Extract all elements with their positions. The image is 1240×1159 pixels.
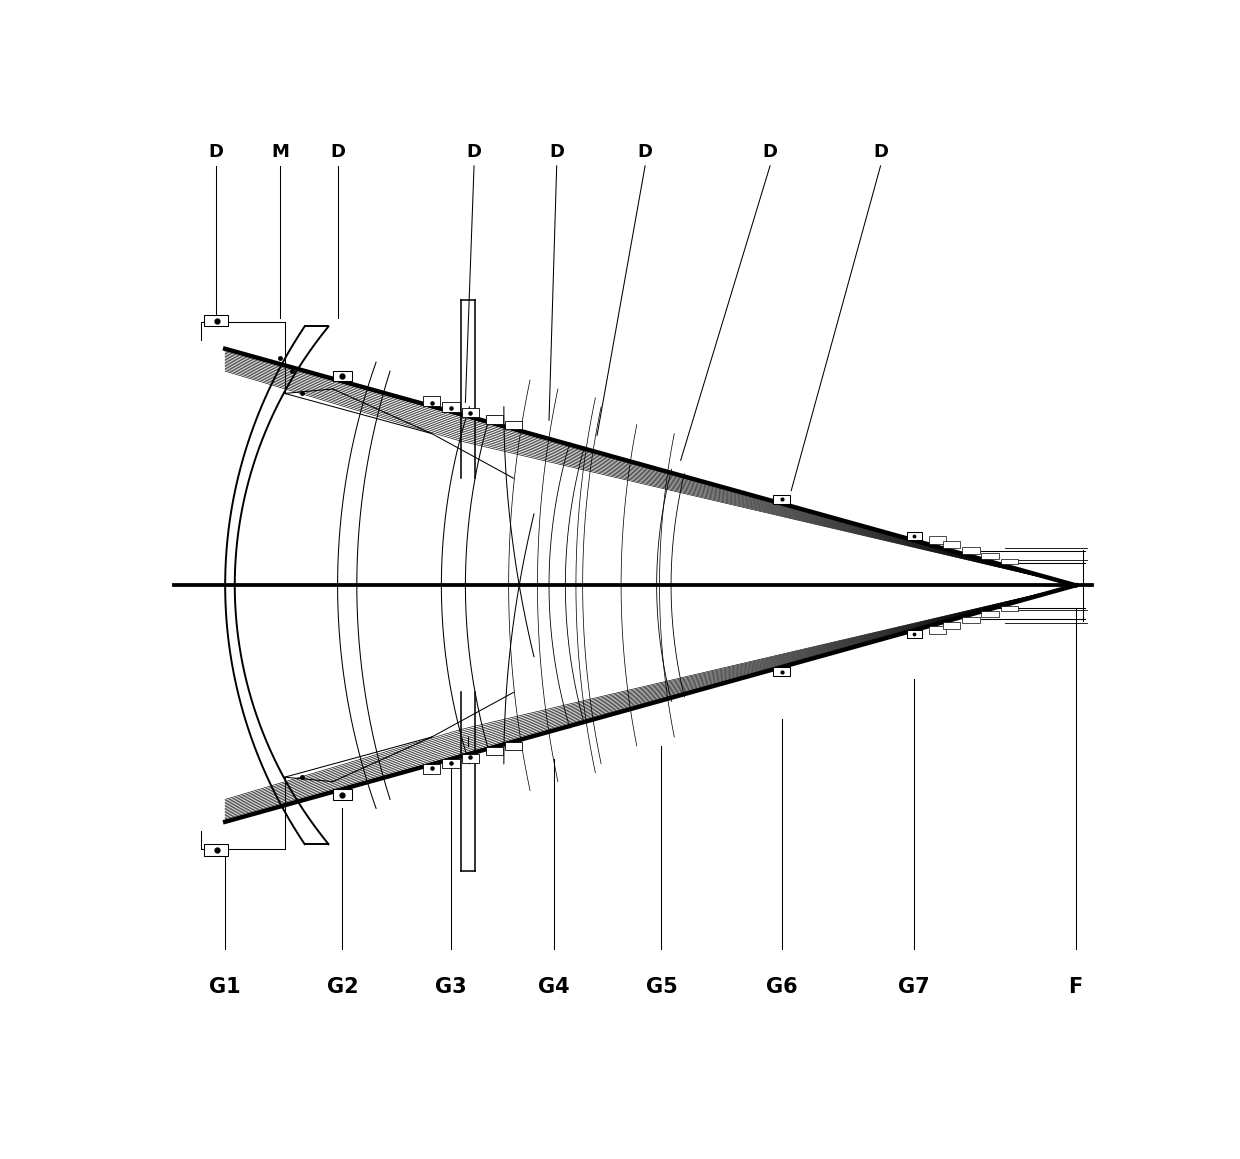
- Text: M: M: [272, 144, 289, 161]
- Bar: [443, 402, 460, 411]
- Text: D: D: [330, 144, 345, 161]
- Text: G4: G4: [538, 977, 569, 997]
- Bar: [461, 753, 479, 763]
- Text: D: D: [208, 144, 223, 161]
- Bar: [982, 553, 998, 559]
- Bar: [505, 421, 522, 429]
- Bar: [423, 764, 440, 774]
- Bar: [443, 759, 460, 768]
- Bar: [1001, 560, 1018, 564]
- Bar: [505, 742, 522, 750]
- Bar: [962, 547, 980, 554]
- Text: G3: G3: [435, 977, 466, 997]
- Bar: [944, 541, 960, 548]
- Bar: [906, 630, 921, 639]
- Text: G1: G1: [210, 977, 241, 997]
- Bar: [205, 844, 228, 855]
- Text: G6: G6: [766, 977, 797, 997]
- Bar: [982, 612, 998, 618]
- Text: D: D: [549, 144, 564, 161]
- Bar: [773, 495, 790, 503]
- Bar: [944, 622, 960, 629]
- Bar: [486, 415, 503, 424]
- Bar: [906, 532, 921, 540]
- Text: D: D: [466, 144, 481, 161]
- Bar: [486, 746, 503, 756]
- Bar: [332, 789, 352, 800]
- Bar: [1001, 606, 1018, 611]
- Bar: [929, 626, 946, 634]
- Text: F: F: [1069, 977, 1083, 997]
- Text: D: D: [873, 144, 888, 161]
- Bar: [929, 537, 946, 545]
- Text: D: D: [637, 144, 652, 161]
- Text: G2: G2: [326, 977, 358, 997]
- Bar: [205, 315, 228, 327]
- Text: G7: G7: [898, 977, 930, 997]
- Bar: [962, 617, 980, 624]
- Text: D: D: [763, 144, 777, 161]
- Bar: [461, 408, 479, 417]
- Bar: [773, 668, 790, 676]
- Bar: [423, 396, 440, 407]
- Text: G5: G5: [646, 977, 677, 997]
- Bar: [332, 371, 352, 381]
